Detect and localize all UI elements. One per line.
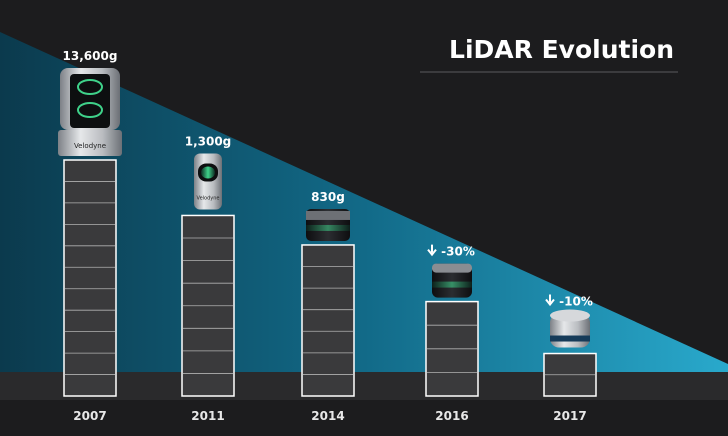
year-label-2017: 2017 <box>553 409 586 423</box>
down-arrow-icon <box>545 294 555 307</box>
year-label-2016: 2016 <box>435 409 468 423</box>
sensor-window <box>70 74 110 128</box>
sensor-image-2014 <box>306 208 350 241</box>
year-label-2007: 2007 <box>73 409 106 423</box>
sensor-base <box>58 130 122 156</box>
year-label-2011: 2011 <box>191 409 224 423</box>
chart-title: LiDAR Evolution <box>449 35 674 64</box>
sensor-brand-text: Velodyne <box>74 142 106 150</box>
sensor-cap <box>432 263 472 273</box>
weight-label-2016: -30% <box>441 245 475 259</box>
sensor-image-2011: Velodyne <box>194 153 222 210</box>
sensor-ring <box>550 335 590 342</box>
sensor-image-2017 <box>550 309 590 348</box>
sensor-image-2007: Velodyne <box>58 68 122 156</box>
down-arrow-icon <box>427 244 437 257</box>
sensor-lens-lower <box>77 102 103 118</box>
sensor-cap <box>306 210 350 220</box>
sensor-image-2016 <box>432 263 472 298</box>
weight-label-2011: 1,300g <box>185 134 232 148</box>
sensor-ring <box>306 224 350 231</box>
floor-band <box>0 372 728 400</box>
bar-2007[interactable] <box>63 159 117 397</box>
sensor-ring <box>432 281 472 288</box>
sensor-lens-upper <box>77 79 103 95</box>
bar-2014[interactable] <box>301 244 355 397</box>
weight-label-2017: -10% <box>559 295 593 309</box>
sensor-top <box>550 309 590 322</box>
bar-series: Velodyne 13,600g 2007 Velodyne 1,300g 2011 830… <box>58 49 597 423</box>
year-label-2014: 2014 <box>311 409 344 423</box>
weight-label-2014: 830g <box>311 190 345 204</box>
sensor-brand-text: Velodyne <box>197 195 220 201</box>
weight-label-2007: 13,600g <box>63 49 118 63</box>
sensor-lens <box>201 166 215 179</box>
